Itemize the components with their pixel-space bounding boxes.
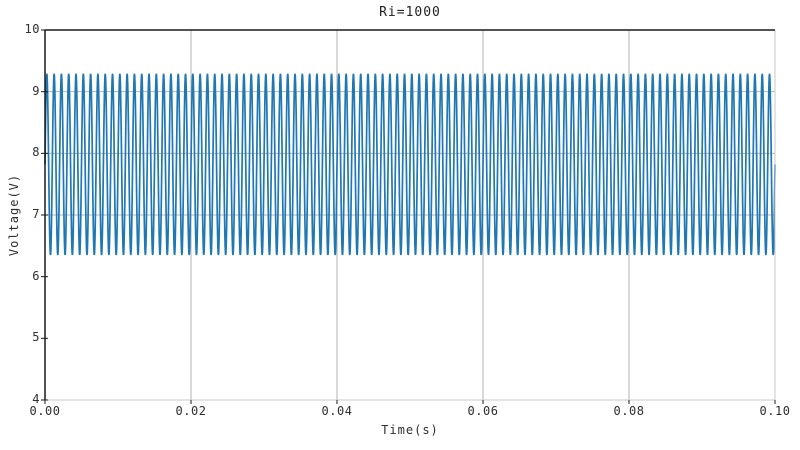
chart-title: Ri=1000: [379, 5, 441, 20]
x-tick-label: 0.04: [321, 404, 353, 418]
waveform-trace: [44, 73, 776, 256]
y-tick-label: 4: [32, 392, 40, 406]
x-tick-label: 0.00: [29, 404, 61, 418]
y-tick-label: 10: [24, 22, 40, 36]
x-tick-label: 0.10: [759, 404, 791, 418]
x-tick-label: 0.08: [613, 404, 645, 418]
x-axis-label: Time(s): [381, 423, 439, 437]
x-tick-label: 0.02: [175, 404, 207, 418]
y-tick-label: 8: [32, 145, 40, 160]
y-tick-label: 5: [32, 330, 40, 345]
x-tick-label: 0.06: [467, 404, 499, 418]
y-tick-label: 7: [32, 207, 40, 221]
y-tick-label: 6: [32, 268, 40, 283]
y-tick-label: 9: [32, 83, 40, 98]
